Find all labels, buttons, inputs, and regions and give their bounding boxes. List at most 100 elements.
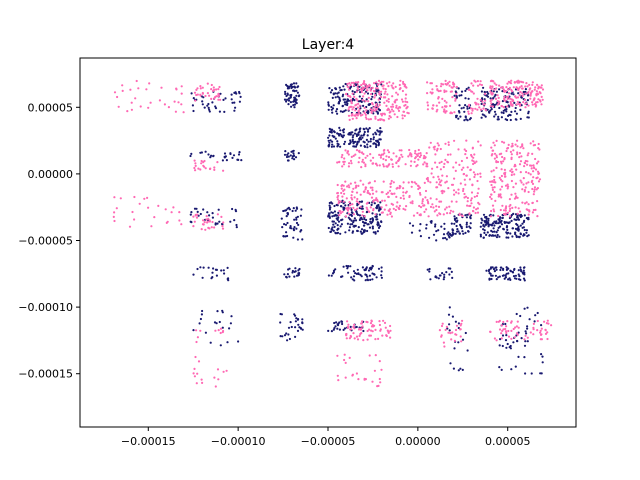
data-point — [507, 231, 510, 234]
data-point — [353, 95, 356, 98]
data-point — [507, 329, 510, 333]
data-point — [417, 185, 420, 188]
data-point — [366, 338, 369, 341]
data-point — [458, 104, 461, 107]
data-point — [465, 225, 468, 229]
data-point — [541, 98, 544, 101]
data-point — [342, 128, 346, 131]
data-point — [296, 215, 299, 218]
data-point — [344, 109, 347, 112]
data-point — [389, 185, 392, 188]
data-point — [499, 221, 502, 224]
data-point — [352, 154, 355, 157]
data-point — [339, 210, 342, 213]
data-point — [288, 208, 291, 211]
data-point — [398, 106, 401, 109]
data-point — [130, 101, 133, 104]
data-point — [145, 88, 148, 91]
data-point — [451, 96, 454, 99]
data-point — [521, 188, 524, 191]
data-point — [491, 222, 495, 225]
data-point — [539, 331, 542, 334]
data-point — [524, 92, 527, 95]
data-point — [488, 277, 491, 280]
data-point — [500, 152, 503, 155]
data-point — [457, 322, 460, 325]
data-point — [517, 229, 520, 232]
data-point — [521, 222, 524, 225]
data-point — [443, 90, 446, 94]
data-point — [490, 193, 493, 196]
data-point — [370, 196, 374, 199]
data-point — [378, 133, 381, 136]
data-point — [484, 115, 487, 118]
data-point — [387, 98, 390, 101]
data-point — [206, 211, 209, 214]
data-point — [490, 234, 493, 237]
data-point — [453, 177, 456, 180]
data-point — [479, 233, 482, 236]
data-point — [283, 223, 286, 226]
data-point — [426, 162, 429, 165]
data-point — [121, 89, 124, 92]
data-point — [544, 329, 547, 332]
data-point — [481, 100, 484, 103]
data-point — [364, 279, 367, 282]
data-point — [371, 86, 374, 89]
data-point — [432, 176, 435, 179]
data-point — [219, 327, 223, 330]
data-point — [338, 214, 341, 217]
data-point — [417, 152, 420, 155]
data-point — [524, 186, 527, 189]
data-point — [358, 214, 361, 217]
data-point — [532, 164, 535, 167]
x-tick-label: −0.00015 — [121, 435, 176, 448]
data-point — [418, 229, 421, 232]
data-point — [501, 86, 504, 89]
data-point — [199, 85, 202, 88]
data-point — [375, 190, 378, 193]
data-point — [501, 155, 504, 159]
data-point — [196, 87, 199, 90]
data-point — [233, 109, 236, 112]
data-point — [354, 129, 357, 132]
data-point — [519, 117, 522, 120]
data-point — [347, 212, 350, 215]
data-point — [477, 140, 480, 143]
data-point — [226, 266, 229, 269]
data-point — [510, 156, 513, 159]
data-point — [490, 224, 494, 227]
data-point — [328, 212, 331, 215]
data-point — [378, 153, 381, 156]
data-point — [221, 225, 224, 228]
data-point — [349, 159, 353, 162]
data-point — [374, 94, 377, 97]
data-point — [402, 197, 405, 200]
data-point — [477, 201, 480, 204]
data-point — [360, 322, 363, 325]
data-point — [496, 233, 499, 237]
data-point — [479, 144, 482, 147]
data-point — [525, 182, 528, 185]
data-point — [352, 142, 355, 145]
data-point — [193, 375, 196, 378]
data-point — [446, 82, 449, 85]
data-point — [476, 179, 479, 183]
data-point — [497, 115, 500, 118]
data-point — [515, 86, 518, 89]
data-point — [133, 195, 136, 199]
data-point — [529, 94, 532, 97]
data-point — [388, 189, 392, 192]
data-point — [348, 88, 351, 91]
data-point — [349, 84, 352, 87]
data-point — [402, 110, 405, 113]
data-point — [346, 222, 349, 225]
data-point — [418, 186, 421, 189]
data-point — [371, 324, 374, 327]
data-point — [292, 229, 296, 232]
y-tick-label: −0.00010 — [18, 301, 73, 314]
data-point — [336, 374, 339, 377]
data-point — [489, 195, 492, 199]
data-point — [426, 268, 429, 271]
data-point — [439, 147, 442, 151]
